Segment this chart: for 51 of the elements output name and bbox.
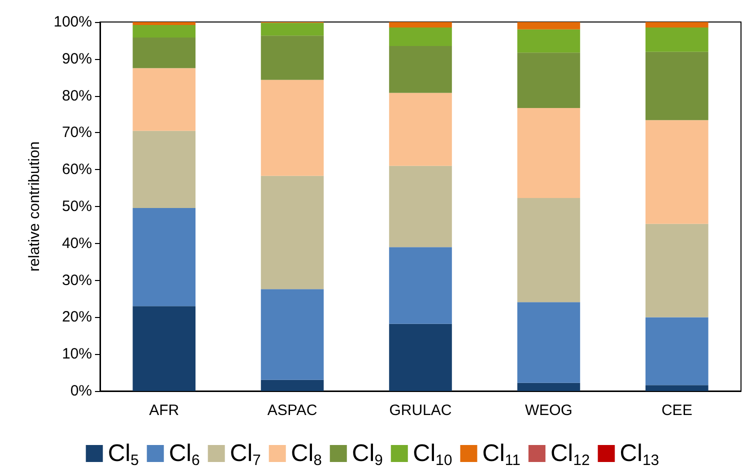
bar xyxy=(517,22,580,30)
bar xyxy=(645,385,708,391)
y-tick-label: 70% xyxy=(62,124,92,142)
y-tick-label: 90% xyxy=(62,50,92,68)
y-tick-label: 40% xyxy=(62,234,92,252)
bar xyxy=(517,108,580,198)
bar xyxy=(645,28,708,52)
x-tick-label: ASPAC xyxy=(267,402,318,419)
bar xyxy=(132,306,196,391)
bar xyxy=(645,224,708,318)
bar xyxy=(517,52,580,108)
y-tick-label: 0% xyxy=(70,382,92,400)
x-tick-label: WEOG xyxy=(524,402,572,419)
bar xyxy=(260,22,324,36)
bar xyxy=(389,324,452,391)
bar xyxy=(517,29,580,53)
bar xyxy=(132,24,196,38)
y-tick-label: 10% xyxy=(62,346,92,363)
bar xyxy=(517,302,580,383)
bar xyxy=(645,317,708,386)
bar xyxy=(645,120,708,224)
bar xyxy=(389,28,452,46)
bar xyxy=(389,92,452,166)
bar xyxy=(517,382,580,391)
bar xyxy=(389,46,452,93)
x-tick-label: GRULAC xyxy=(389,402,452,419)
y-tick-label: 80% xyxy=(62,87,92,104)
bar xyxy=(132,22,196,25)
y-tick-label: 100% xyxy=(54,14,92,30)
x-tick-label: CEE xyxy=(661,402,692,419)
bar xyxy=(389,247,452,324)
bar xyxy=(389,22,452,28)
y-axis-title: relative contribution xyxy=(26,141,43,272)
bar xyxy=(260,289,324,380)
bar xyxy=(260,36,324,80)
bar xyxy=(645,22,708,28)
y-tick-label: 20% xyxy=(62,308,92,326)
bar xyxy=(260,176,324,290)
bar xyxy=(645,52,708,120)
bar xyxy=(389,166,452,248)
bar xyxy=(517,198,580,302)
bar xyxy=(260,380,324,391)
bar xyxy=(132,68,196,131)
y-tick-label: 60% xyxy=(62,161,92,178)
bar xyxy=(132,38,196,68)
bar xyxy=(132,130,196,208)
x-tick-label: AFR xyxy=(149,402,180,419)
bar xyxy=(260,80,324,176)
bar xyxy=(132,208,196,306)
y-tick-label: 30% xyxy=(62,272,92,289)
y-tick-label: 50% xyxy=(62,198,92,215)
